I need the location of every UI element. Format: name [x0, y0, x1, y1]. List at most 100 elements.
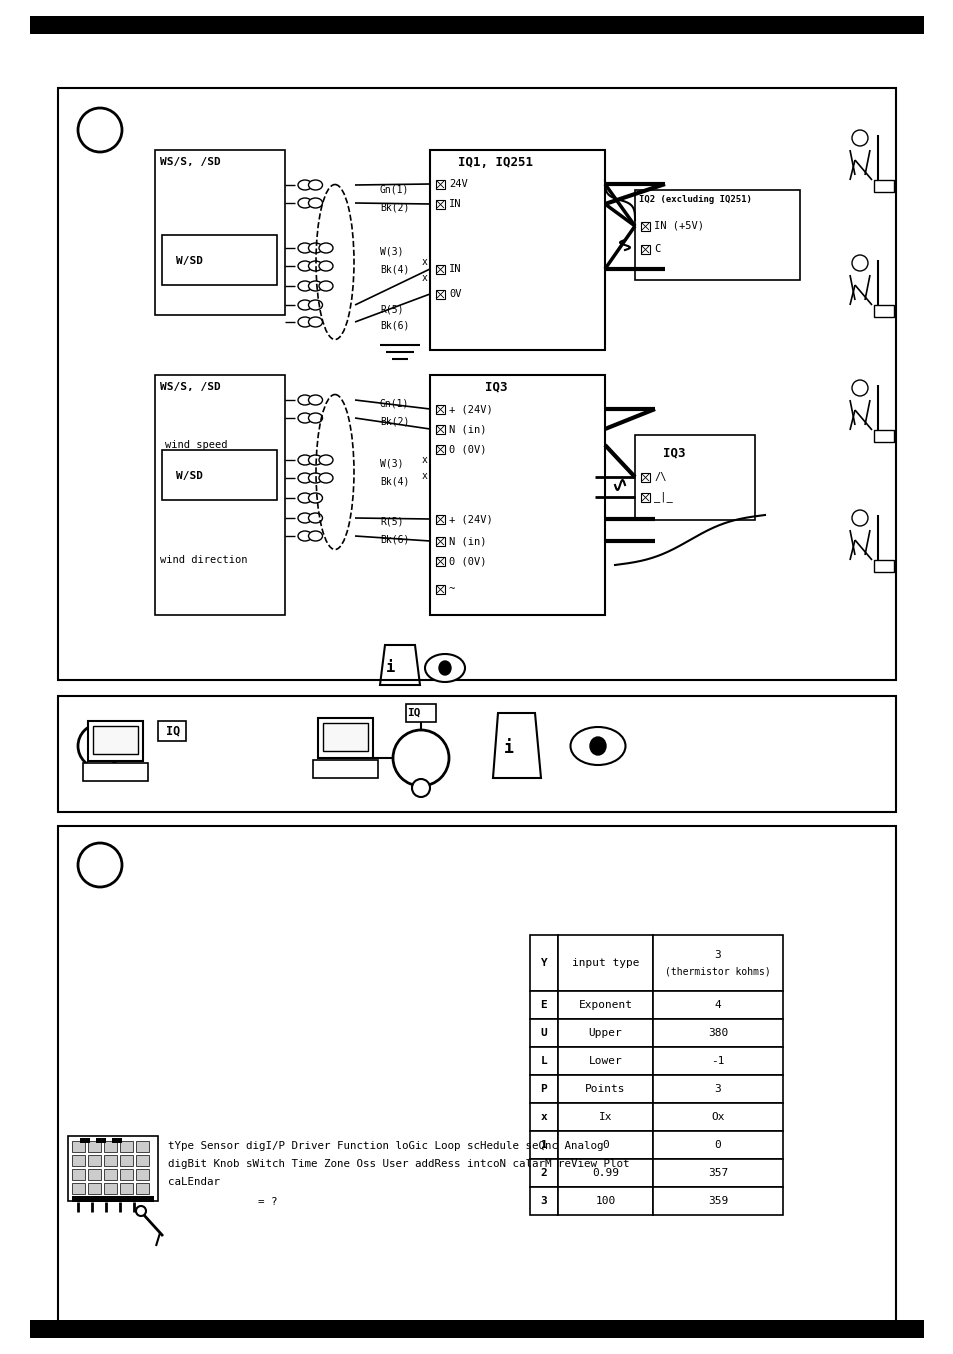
- Bar: [558, 1104, 652, 1131]
- Bar: [120, 1183, 132, 1194]
- Bar: [136, 1141, 149, 1152]
- Text: 0V: 0V: [449, 288, 461, 299]
- Bar: [154, 150, 285, 315]
- Text: 0 (0V): 0 (0V): [449, 556, 486, 566]
- Text: Gn(1): Gn(1): [379, 184, 409, 194]
- Text: + (24V): + (24V): [449, 403, 493, 414]
- Bar: [104, 1155, 117, 1166]
- Bar: [436, 538, 444, 546]
- Bar: [71, 1183, 85, 1194]
- Circle shape: [78, 844, 122, 887]
- Ellipse shape: [308, 513, 322, 523]
- Text: Upper: Upper: [588, 1028, 621, 1039]
- Bar: [104, 1169, 117, 1179]
- Bar: [30, 1320, 923, 1338]
- Text: Exponent: Exponent: [578, 1001, 632, 1010]
- Text: Bk(4): Bk(4): [379, 265, 409, 275]
- Bar: [558, 936, 652, 991]
- Text: Bk(6): Bk(6): [379, 321, 409, 330]
- Ellipse shape: [297, 261, 312, 271]
- Bar: [71, 1141, 85, 1152]
- Bar: [30, 16, 923, 34]
- Bar: [88, 720, 143, 761]
- Text: wind direction: wind direction: [160, 555, 247, 565]
- Circle shape: [851, 130, 867, 146]
- Ellipse shape: [308, 261, 322, 271]
- Text: 4: 4: [714, 1001, 720, 1010]
- Text: tYpe Sensor digI/P Driver Function loGic Loop scHedule seQnc Analog: tYpe Sensor digI/P Driver Function loGic…: [168, 1141, 603, 1151]
- Text: N (in): N (in): [449, 536, 486, 546]
- Text: Bk(4): Bk(4): [379, 477, 409, 487]
- Text: -1: -1: [711, 1056, 724, 1066]
- Text: R(5): R(5): [379, 305, 403, 314]
- Bar: [136, 1183, 149, 1194]
- Text: Bk(6): Bk(6): [379, 535, 409, 546]
- Text: caLEndar: caLEndar: [168, 1177, 220, 1187]
- Bar: [530, 1131, 558, 1159]
- Text: 24V: 24V: [449, 179, 467, 190]
- Text: 3: 3: [714, 1085, 720, 1094]
- Bar: [71, 1155, 85, 1166]
- Ellipse shape: [318, 473, 333, 483]
- Bar: [873, 180, 893, 192]
- Ellipse shape: [308, 282, 322, 291]
- Bar: [873, 305, 893, 317]
- Bar: [436, 265, 444, 274]
- Ellipse shape: [297, 198, 312, 209]
- Ellipse shape: [297, 317, 312, 328]
- Text: W/SD: W/SD: [175, 471, 203, 481]
- Bar: [558, 1159, 652, 1187]
- Ellipse shape: [297, 301, 312, 310]
- Bar: [58, 88, 895, 680]
- Bar: [88, 1169, 101, 1179]
- Ellipse shape: [297, 473, 312, 483]
- Ellipse shape: [297, 282, 312, 291]
- Ellipse shape: [297, 413, 312, 422]
- Text: Bk(2): Bk(2): [379, 202, 409, 213]
- Circle shape: [851, 255, 867, 271]
- Bar: [558, 1075, 652, 1104]
- Ellipse shape: [297, 242, 312, 253]
- Circle shape: [78, 108, 122, 152]
- Bar: [162, 236, 276, 284]
- Circle shape: [393, 730, 449, 787]
- Ellipse shape: [308, 413, 322, 422]
- Bar: [635, 190, 800, 280]
- Ellipse shape: [308, 493, 322, 502]
- Ellipse shape: [308, 242, 322, 253]
- Text: x: x: [421, 455, 428, 464]
- Circle shape: [851, 380, 867, 395]
- Ellipse shape: [297, 455, 312, 464]
- Bar: [652, 1131, 782, 1159]
- Text: W(3): W(3): [379, 246, 403, 257]
- Bar: [635, 435, 754, 520]
- Text: R(5): R(5): [379, 517, 403, 527]
- Text: i: i: [385, 661, 395, 676]
- Bar: [112, 1137, 122, 1143]
- Bar: [530, 1047, 558, 1075]
- Text: IN (+5V): IN (+5V): [654, 221, 703, 232]
- Bar: [58, 696, 895, 812]
- Text: input type: input type: [571, 959, 639, 968]
- Bar: [640, 222, 649, 232]
- Bar: [640, 245, 649, 255]
- Text: /\: /\: [654, 473, 666, 482]
- Bar: [430, 375, 604, 615]
- Text: 1: 1: [540, 1140, 547, 1150]
- Bar: [88, 1183, 101, 1194]
- Bar: [104, 1141, 117, 1152]
- Text: IQ2 (excluding IQ251): IQ2 (excluding IQ251): [639, 195, 751, 204]
- Bar: [88, 1155, 101, 1166]
- Text: digBit Knob sWitch Time Zone Oss User addRess intcoN calarM reView Plot: digBit Knob sWitch Time Zone Oss User ad…: [168, 1159, 629, 1169]
- Ellipse shape: [297, 493, 312, 502]
- Circle shape: [412, 779, 430, 798]
- Bar: [436, 425, 444, 435]
- Text: 380: 380: [707, 1028, 727, 1039]
- Bar: [640, 493, 649, 502]
- Ellipse shape: [589, 737, 605, 756]
- Bar: [530, 1020, 558, 1047]
- Bar: [652, 1020, 782, 1047]
- Bar: [652, 991, 782, 1020]
- Text: W/SD: W/SD: [175, 256, 203, 265]
- Bar: [558, 1020, 652, 1047]
